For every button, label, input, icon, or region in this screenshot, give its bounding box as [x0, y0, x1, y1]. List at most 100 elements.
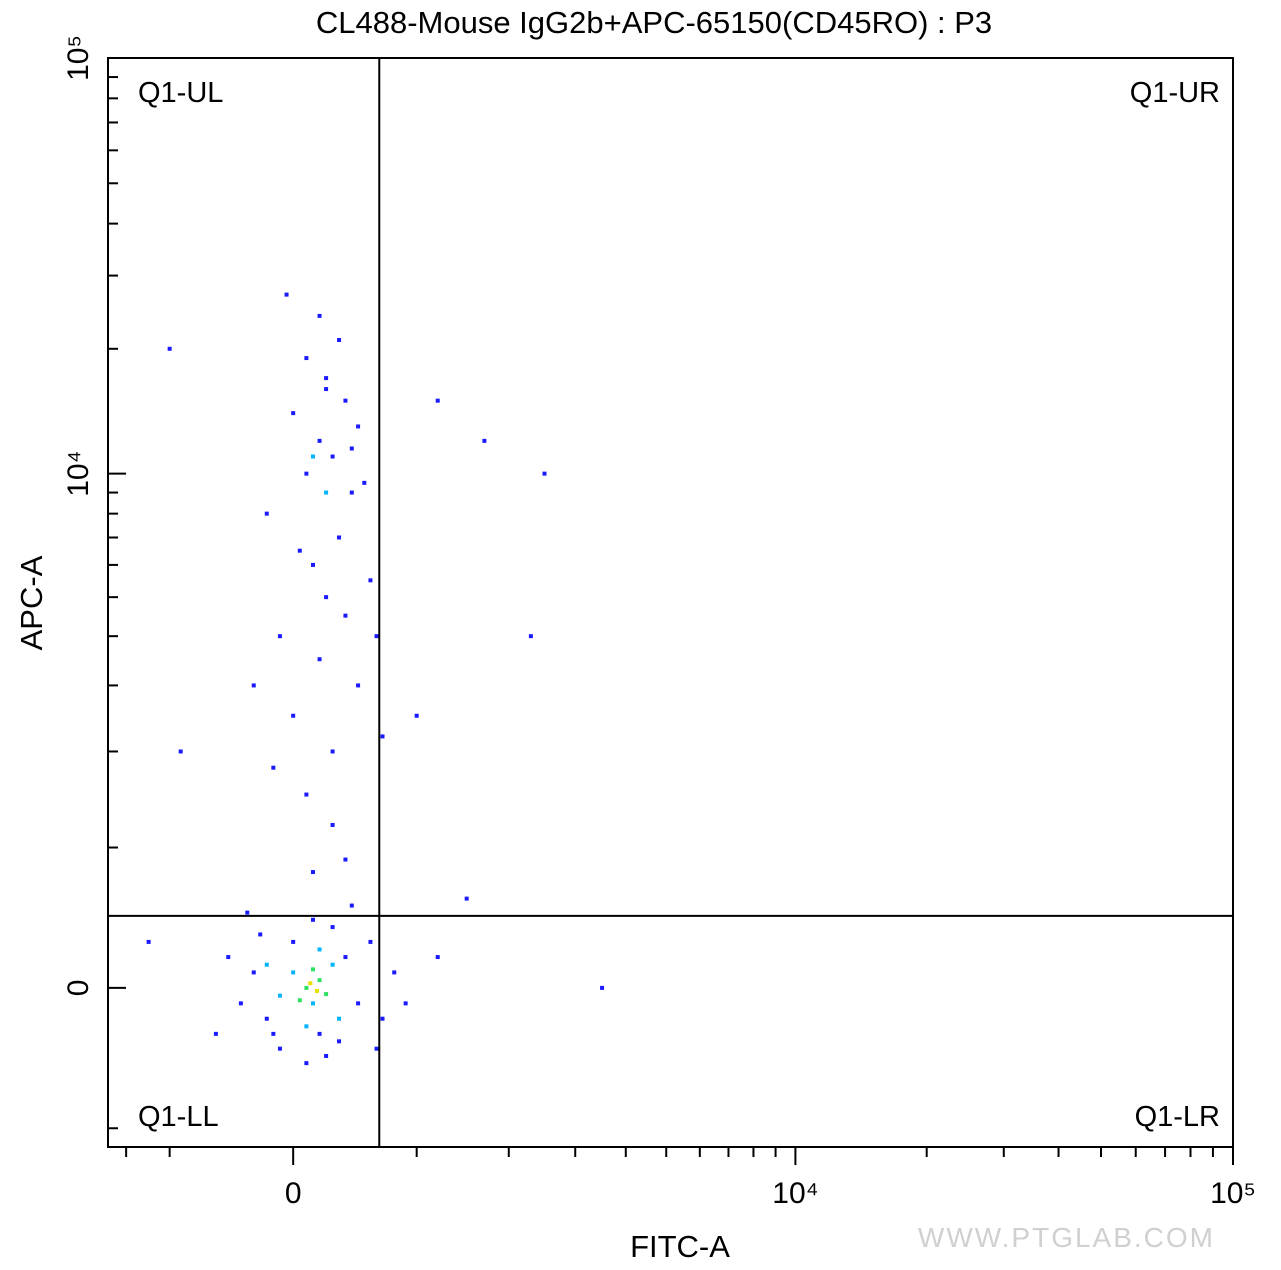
event-dot	[314, 988, 319, 993]
event-dot	[245, 910, 250, 915]
event-dot	[330, 962, 335, 967]
x-tick-label: 10⁴	[772, 1177, 818, 1210]
event-dot	[324, 992, 329, 997]
watermark: WWW.PTGLAB.COM	[918, 1222, 1215, 1253]
event-dot	[271, 1031, 276, 1036]
event-dot	[482, 438, 487, 443]
event-dot	[600, 985, 605, 990]
event-dot	[251, 683, 256, 688]
event-dot	[542, 471, 547, 476]
event-dot	[330, 925, 335, 930]
quadrant-label: Q1-UL	[138, 77, 223, 109]
event-dot	[343, 613, 348, 618]
event-dot	[337, 535, 342, 540]
event-dot	[324, 1053, 329, 1058]
event-dot	[304, 792, 309, 797]
event-dot	[330, 749, 335, 754]
event-dot	[178, 749, 183, 754]
event-dot	[264, 511, 269, 516]
event-dot	[435, 398, 440, 403]
event-dot	[213, 1031, 218, 1036]
event-dot	[291, 411, 296, 416]
event-dot	[304, 1024, 309, 1029]
event-dot	[304, 1061, 309, 1066]
event-dot	[337, 1016, 342, 1021]
quadrant-label: Q1-UR	[1130, 77, 1220, 109]
event-dot	[362, 480, 367, 485]
event-dot	[464, 896, 469, 901]
event-dot	[304, 985, 309, 990]
event-dot	[356, 424, 361, 429]
event-dot	[324, 595, 329, 600]
event-dot	[277, 993, 282, 998]
event-dot	[380, 734, 385, 739]
y-tick-label: 10⁴	[62, 451, 95, 497]
x-tick-label: 10⁵	[1210, 1177, 1256, 1210]
event-dot	[414, 713, 419, 718]
event-dot	[317, 657, 322, 662]
event-dot	[258, 932, 263, 937]
x-axis-label: FITC-A	[630, 1229, 730, 1264]
event-dot	[317, 1031, 322, 1036]
event-dot	[284, 292, 289, 297]
event-dot	[380, 1016, 385, 1021]
event-dot	[349, 903, 354, 908]
event-dot	[291, 713, 296, 718]
chart-title: CL488-Mouse IgG2b+APC-65150(CD45RO) : P3	[316, 5, 992, 40]
event-dot	[317, 947, 322, 952]
event-dot	[324, 490, 329, 495]
event-dot	[310, 917, 315, 922]
event-dot	[310, 967, 315, 972]
event-dot	[368, 578, 373, 583]
event-dot	[337, 1039, 342, 1044]
y-axis-label: APC-A	[14, 555, 49, 650]
event-dot	[291, 939, 296, 944]
quadrant-label: Q1-LR	[1135, 1101, 1220, 1133]
event-dot	[349, 446, 354, 451]
event-dot	[277, 1046, 282, 1051]
event-dot	[277, 634, 282, 639]
event-dot	[528, 634, 533, 639]
event-dot	[356, 1001, 361, 1006]
event-dot	[304, 356, 309, 361]
y-tick-label: 0	[62, 980, 95, 997]
event-dot	[324, 387, 329, 392]
event-dot	[226, 955, 231, 960]
event-dot	[264, 962, 269, 967]
event-dot	[349, 490, 354, 495]
event-dot	[368, 939, 373, 944]
event-dot	[317, 978, 322, 983]
event-dot	[403, 1001, 408, 1006]
event-dot	[330, 822, 335, 827]
event-dot	[264, 1016, 269, 1021]
event-dot	[238, 1001, 243, 1006]
event-dot	[251, 970, 256, 975]
event-dot	[343, 857, 348, 862]
x-tick-label: 0	[285, 1177, 302, 1210]
plot-frame	[107, 57, 1234, 1148]
event-dot	[392, 970, 397, 975]
event-dot	[374, 1046, 379, 1051]
event-dot	[308, 981, 313, 986]
event-dot	[167, 346, 172, 351]
event-dot	[146, 939, 151, 944]
event-dot	[317, 313, 322, 318]
event-dot	[343, 398, 348, 403]
event-dot	[297, 548, 302, 553]
event-dot	[343, 955, 348, 960]
event-dot	[324, 376, 329, 381]
event-dot	[310, 454, 315, 459]
event-dot	[317, 438, 322, 443]
y-tick-label: 10⁵	[62, 35, 95, 81]
event-dot	[291, 970, 296, 975]
event-dot	[356, 683, 361, 688]
event-dot	[271, 765, 276, 770]
event-dot	[304, 471, 309, 476]
event-dot	[374, 634, 379, 639]
event-dot	[310, 870, 315, 875]
quadrant-label: Q1-LL	[138, 1101, 219, 1133]
event-dot	[337, 337, 342, 342]
event-dot	[297, 998, 302, 1003]
